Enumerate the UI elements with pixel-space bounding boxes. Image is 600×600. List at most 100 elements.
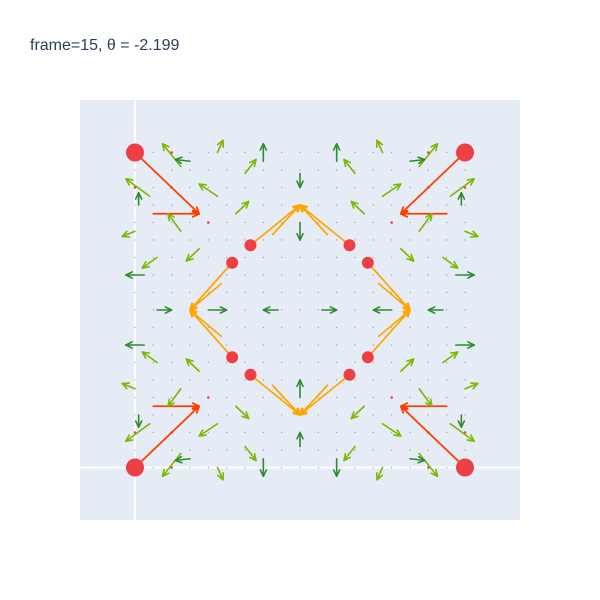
grid-point xyxy=(354,466,356,469)
vector-arrow xyxy=(376,139,384,154)
grid-point xyxy=(170,414,173,416)
grid-point xyxy=(390,256,393,259)
grid-point xyxy=(280,449,283,451)
grid-point xyxy=(207,344,210,346)
vector-arrow xyxy=(296,221,304,241)
grid-point xyxy=(170,221,173,224)
grid-point xyxy=(170,361,173,364)
grid-point xyxy=(317,151,320,154)
vector-arrow xyxy=(409,455,426,464)
vector-arrow xyxy=(185,247,200,262)
grid-point xyxy=(262,396,265,399)
vector-arrow xyxy=(134,191,143,206)
grid-point xyxy=(354,186,356,189)
vector-arrow xyxy=(296,379,304,399)
grid-point xyxy=(189,151,191,154)
grid-point xyxy=(409,344,411,346)
grid-point xyxy=(280,186,283,189)
vector-arrow xyxy=(141,351,158,364)
vector-arrow xyxy=(262,306,279,314)
vector-arrow xyxy=(427,306,444,314)
grid-point xyxy=(225,344,228,346)
vector-arrow xyxy=(455,341,475,349)
grid-point xyxy=(354,151,356,154)
grid-point xyxy=(464,379,466,381)
grid-point xyxy=(225,414,228,416)
grid-point xyxy=(280,221,283,224)
vector-arrow xyxy=(381,422,402,437)
vector-arrow xyxy=(457,191,466,206)
grid-point xyxy=(207,449,210,451)
vector-arrow xyxy=(418,142,439,168)
grid-point xyxy=(280,309,283,311)
grid-point xyxy=(372,344,375,346)
grid-point xyxy=(225,239,228,241)
grid-point xyxy=(152,274,155,276)
grid-point xyxy=(317,239,320,241)
grid-point xyxy=(244,151,246,154)
grid-point xyxy=(464,169,466,171)
grid-point xyxy=(372,151,375,154)
grid-point xyxy=(152,361,155,364)
grid-point xyxy=(445,274,448,276)
charge-marker xyxy=(126,458,144,477)
charge-marker xyxy=(226,256,239,269)
grid-point xyxy=(390,466,393,469)
grid-point xyxy=(335,379,338,381)
grid-point xyxy=(170,344,173,346)
grid-point xyxy=(445,466,448,469)
charge-marker xyxy=(126,143,144,162)
grid-point xyxy=(189,431,191,434)
grid-point xyxy=(335,239,338,241)
grid-point xyxy=(152,186,155,189)
vector-arrow xyxy=(216,466,224,481)
grid-point xyxy=(464,361,466,364)
grid-point xyxy=(354,291,356,294)
vector-arrow xyxy=(343,445,356,462)
grid-point xyxy=(262,239,265,241)
grid-point xyxy=(244,274,246,276)
vector-arrow xyxy=(296,431,304,448)
vector-arrow xyxy=(152,402,201,411)
grid-point xyxy=(445,256,448,259)
vector-arrow xyxy=(244,445,257,462)
grid-point xyxy=(335,291,338,294)
vector-arrow xyxy=(464,230,479,238)
grid-point xyxy=(464,239,466,241)
grid-point xyxy=(262,431,265,434)
grid-point xyxy=(335,396,338,399)
grid-point xyxy=(427,344,430,346)
grid-point xyxy=(354,396,356,399)
grid-point xyxy=(464,414,466,416)
grid-point xyxy=(445,431,448,434)
vector-arrow xyxy=(161,452,182,478)
grid-point xyxy=(317,326,320,329)
grid-point xyxy=(280,466,283,469)
grid-point xyxy=(372,396,375,399)
vector-arrow xyxy=(399,402,448,411)
grid-point xyxy=(317,309,320,311)
grid-point xyxy=(280,396,283,399)
grid-point xyxy=(390,344,393,346)
vector-arrow xyxy=(198,183,219,198)
grid-point xyxy=(409,291,411,294)
grid-point xyxy=(262,169,265,171)
vector-arrow xyxy=(134,414,143,429)
grid-point xyxy=(207,186,210,189)
grid-point xyxy=(262,326,265,329)
grid-point xyxy=(244,169,246,171)
grid-point xyxy=(390,151,393,154)
grid-point xyxy=(427,414,430,416)
grid-point xyxy=(244,396,246,399)
vector-arrow xyxy=(259,142,268,163)
grid-point xyxy=(317,379,320,381)
grid-point xyxy=(335,344,338,346)
grid-point xyxy=(299,326,301,329)
grid-point xyxy=(445,151,448,154)
grid-point xyxy=(317,466,320,469)
grid-point xyxy=(409,169,411,171)
grid-point xyxy=(317,221,320,224)
chart-title: frame=15, θ = -2.199 xyxy=(30,37,180,54)
grid-point xyxy=(445,204,448,206)
grid-point xyxy=(299,256,301,259)
